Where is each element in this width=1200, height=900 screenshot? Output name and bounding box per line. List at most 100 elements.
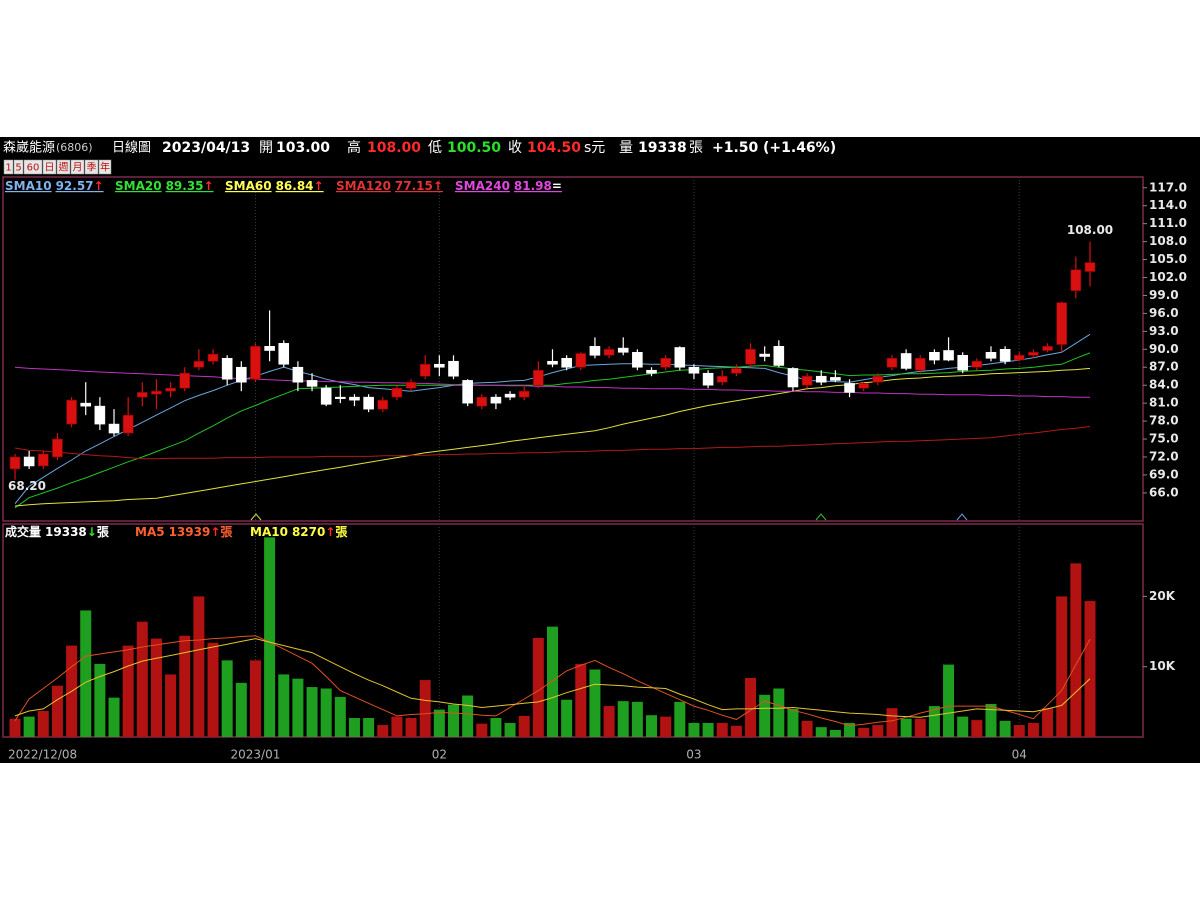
period-button[interactable]: 週 bbox=[56, 159, 71, 175]
legends: SMA10 92.57↑ SMA20 89.35↑ SMA60 86.84↑ SMA120 7… bbox=[5, 179, 562, 539]
candle-body bbox=[405, 381, 417, 389]
candle-body bbox=[815, 375, 827, 383]
volume-bar bbox=[914, 718, 926, 737]
button-face bbox=[3, 159, 14, 175]
volume-bar bbox=[518, 715, 530, 737]
candle-body bbox=[745, 348, 756, 365]
volume-bar bbox=[37, 710, 49, 737]
y-tick-label: 102.0 bbox=[1149, 270, 1187, 284]
button-label: 日 bbox=[45, 163, 55, 174]
y-tick-label: 10K bbox=[1149, 659, 1176, 673]
button-label: 60 bbox=[27, 163, 40, 174]
candle-body bbox=[547, 360, 558, 365]
moving-average-line bbox=[14, 352, 1091, 509]
candle-body bbox=[1070, 269, 1082, 291]
volume-bar bbox=[363, 718, 375, 737]
volume-bar bbox=[490, 718, 502, 737]
period-button[interactable]: 年 bbox=[98, 159, 112, 175]
candle-body bbox=[250, 346, 261, 380]
period-button[interactable]: 1 bbox=[3, 159, 14, 175]
period: 日線圖 bbox=[112, 140, 151, 156]
volume-bar bbox=[646, 715, 658, 737]
legend-part: SMA10 bbox=[5, 179, 52, 193]
y-tick-label: 93.0 bbox=[1149, 324, 1179, 338]
y-tick-label: 20K bbox=[1149, 589, 1176, 603]
candle-body bbox=[37, 453, 49, 467]
legend-part: 92.57 bbox=[56, 179, 94, 193]
volume-average-line bbox=[14, 638, 1091, 718]
button-face bbox=[70, 159, 85, 175]
candle-body bbox=[660, 357, 671, 368]
legend-part: 張 bbox=[335, 525, 348, 539]
volume-bar bbox=[815, 727, 827, 737]
candle-body bbox=[207, 353, 219, 362]
period-button[interactable]: 月 bbox=[70, 159, 85, 175]
volume-bar bbox=[928, 706, 940, 737]
plot: 108.00 68.20 bbox=[8, 223, 1113, 737]
volume-bar bbox=[603, 706, 615, 737]
signal-markers bbox=[250, 513, 968, 521]
y-tick-label: 69.0 bbox=[1149, 467, 1179, 481]
volume-bar bbox=[80, 610, 92, 737]
candle-body bbox=[1028, 351, 1039, 356]
candle-body bbox=[1084, 262, 1096, 272]
legend-entry: MA5 13939↑張 bbox=[135, 525, 233, 539]
volume-bar bbox=[674, 701, 686, 737]
legend-part: ↓ bbox=[87, 525, 97, 539]
candle-body bbox=[66, 399, 77, 425]
grid: 117.0 114.0 111.0 108.0 105.0 102.0 99.0 96.0 93… bbox=[8, 177, 1187, 762]
stock-name: 森崴能源 bbox=[3, 141, 55, 156]
button-face bbox=[13, 159, 24, 175]
legend-part: SMA60 bbox=[225, 179, 272, 193]
period-button[interactable]: 5 bbox=[13, 159, 24, 175]
y-tick-label: 111.0 bbox=[1149, 216, 1187, 230]
candle-body bbox=[914, 357, 926, 371]
candle-body bbox=[773, 346, 785, 366]
volume-bar bbox=[547, 626, 558, 737]
button-label: 季 bbox=[87, 162, 97, 174]
button-label: 週 bbox=[59, 161, 69, 174]
currency: s元 bbox=[584, 140, 605, 156]
volume-bar bbox=[1056, 596, 1068, 737]
button-face bbox=[23, 159, 43, 175]
high: 108.00 bbox=[367, 140, 421, 156]
candle-body bbox=[561, 357, 572, 368]
candle-body bbox=[801, 375, 813, 386]
y-tick-label: 105.0 bbox=[1149, 252, 1187, 266]
candle-body bbox=[108, 423, 120, 434]
legend-part: 77.15 bbox=[395, 179, 433, 193]
period-button[interactable]: 季 bbox=[84, 159, 99, 175]
legend-part: MA5 bbox=[135, 525, 165, 539]
moving-average-line bbox=[14, 366, 1090, 398]
volume-bar bbox=[193, 596, 205, 737]
volume-bar bbox=[532, 637, 544, 737]
volume-bar bbox=[872, 725, 884, 737]
candle-body bbox=[830, 377, 841, 381]
legend-part: SMA240 bbox=[455, 179, 510, 193]
legend-part: ↑ bbox=[433, 179, 443, 193]
volume-bar bbox=[660, 716, 672, 737]
y-tick-label: 108.0 bbox=[1149, 234, 1187, 248]
volume-bar bbox=[348, 718, 360, 737]
legend-part: 81.98 bbox=[514, 179, 552, 193]
button-label: 5 bbox=[15, 163, 21, 174]
volume-bar bbox=[306, 687, 318, 737]
volume-bar bbox=[405, 718, 417, 737]
period-button[interactable]: 日 bbox=[42, 159, 57, 175]
period-button[interactable]: 60 bbox=[23, 159, 43, 175]
volume-bar bbox=[631, 701, 643, 737]
legend-part: 8270 bbox=[292, 525, 325, 539]
volume-bar bbox=[886, 708, 898, 737]
candle-body bbox=[165, 387, 176, 392]
candle-body bbox=[674, 347, 686, 368]
volume-bar bbox=[985, 703, 997, 737]
signal-marker bbox=[815, 513, 827, 521]
legend-part: 13939 bbox=[169, 525, 211, 539]
volume-bar bbox=[773, 688, 785, 737]
x-tick-label: 2022/12/08 bbox=[8, 748, 77, 762]
low-label: 低 bbox=[428, 140, 442, 156]
candle-body bbox=[306, 380, 318, 387]
y-tick-label: 72.0 bbox=[1149, 449, 1179, 463]
volume-bar bbox=[278, 674, 290, 737]
